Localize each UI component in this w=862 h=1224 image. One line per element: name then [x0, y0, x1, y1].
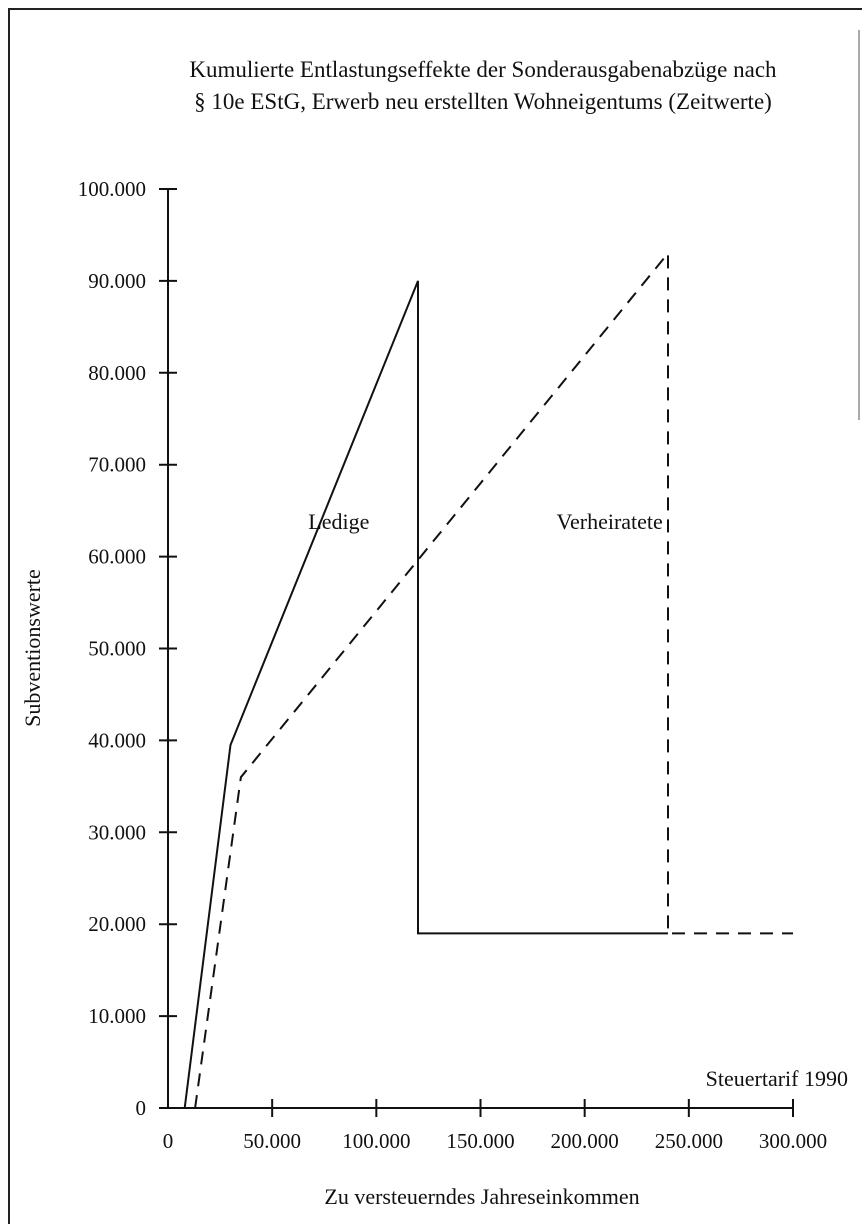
x-tick-label: 250.000 — [655, 1129, 723, 1153]
y-axis-ticks: 0 10.000 20.000 30.000 40.000 50.000 60.000 70.… — [78, 177, 177, 1120]
y-axis-title: Subventionswerte — [20, 569, 45, 727]
x-tick-label: 100.000 — [342, 1129, 410, 1153]
y-tick-label: 30.000 — [88, 820, 146, 844]
series-label-verheiratete: Verheiratete — [557, 509, 663, 534]
series-line-verheiratete — [194, 250, 793, 1109]
y-tick-label: 80.000 — [88, 361, 146, 385]
tariff-note: Steuertarif 1990 — [706, 1066, 848, 1091]
chart-frame — [8, 8, 862, 1224]
series-label-ledige: Ledige — [308, 509, 369, 534]
y-tick-label: 40.000 — [88, 728, 146, 752]
x-tick-label: 200.000 — [551, 1129, 619, 1153]
chart-title: Kumulierte Entlastungseffekte der Sonder… — [189, 57, 777, 114]
axes — [167, 189, 793, 1109]
y-tick-label: 20.000 — [88, 912, 146, 936]
y-tick-label: 90.000 — [88, 269, 146, 293]
x-axis-title: Zu versteuerndes Jahreseinkommen — [324, 1184, 639, 1209]
chart-title-line-1: Kumulierte Entlastungseffekte der Sonder… — [189, 57, 777, 82]
frame-right-edge — [858, 30, 860, 420]
y-tick-label: 100.000 — [78, 177, 146, 201]
x-tick-label: 50.000 — [243, 1129, 301, 1153]
chart-title-line-2: § 10e EStG, Erwerb neu erstellten Wohnei… — [194, 89, 772, 114]
y-tick-label: 10.000 — [88, 1004, 146, 1028]
x-tick-label: 0 — [163, 1129, 174, 1153]
series-line-ledige — [183, 280, 668, 1109]
x-axis-ticks: 0 50.000 100.000 150.000 200.000 250.000 300.0… — [163, 1099, 827, 1153]
series-lines — [183, 250, 793, 1109]
y-tick-label: 50.000 — [88, 637, 146, 661]
series-labels: Ledige Verheiratete — [308, 509, 663, 534]
x-tick-label: 300.000 — [759, 1129, 827, 1153]
y-tick-label: 0 — [136, 1096, 147, 1120]
y-tick-label: 70.000 — [88, 453, 146, 477]
x-tick-label: 150.000 — [446, 1129, 514, 1153]
y-tick-label: 60.000 — [88, 545, 146, 569]
